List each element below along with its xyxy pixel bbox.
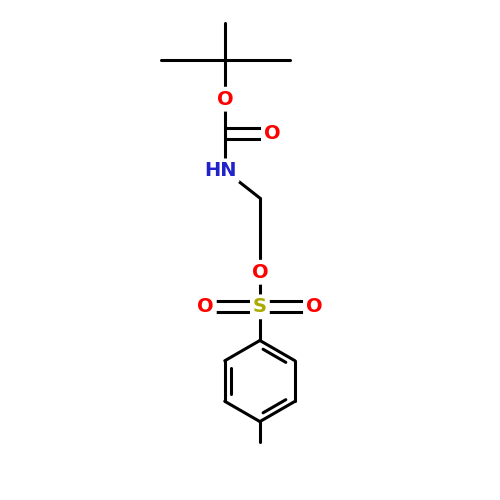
Text: O: O [252,263,268,282]
Text: O: O [306,298,322,316]
Text: O: O [264,124,280,144]
Text: O: O [217,90,234,108]
Text: S: S [253,298,267,316]
Text: O: O [197,298,214,316]
Text: HN: HN [204,162,236,180]
